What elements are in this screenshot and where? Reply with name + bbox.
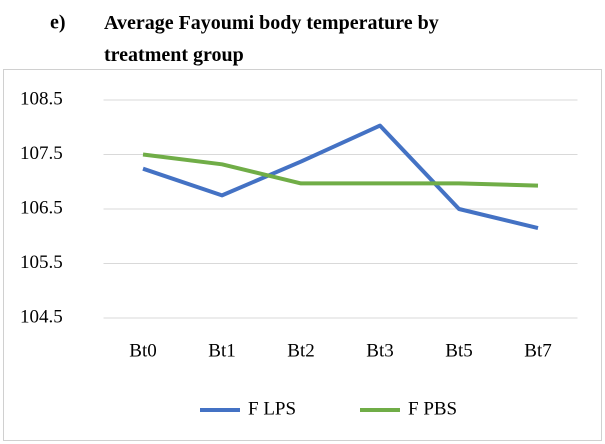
x-tick-label: Bt3 — [366, 340, 393, 361]
y-tick-label: 108.5 — [20, 88, 63, 109]
x-tick-label: Bt0 — [129, 340, 156, 361]
y-tick-label: 105.5 — [20, 252, 63, 273]
y-tick-label: 104.5 — [20, 306, 63, 327]
data-line — [142, 152, 539, 188]
x-tick-label: Bt7 — [524, 340, 551, 361]
legend-label: F PBS — [408, 398, 457, 419]
data-line — [142, 123, 539, 231]
y-tick-label: 107.5 — [20, 143, 63, 164]
legend-label: F LPS — [248, 398, 296, 419]
x-tick-label: Bt1 — [208, 340, 235, 361]
chart-frame — [3, 69, 602, 441]
x-tick-label: Bt5 — [445, 340, 472, 361]
x-tick-label: Bt2 — [287, 340, 314, 361]
chart-label: e) — [50, 12, 66, 34]
y-tick-label: 106.5 — [20, 197, 63, 218]
chart-title: Average Fayoumi body temperature by treat… — [104, 12, 439, 66]
